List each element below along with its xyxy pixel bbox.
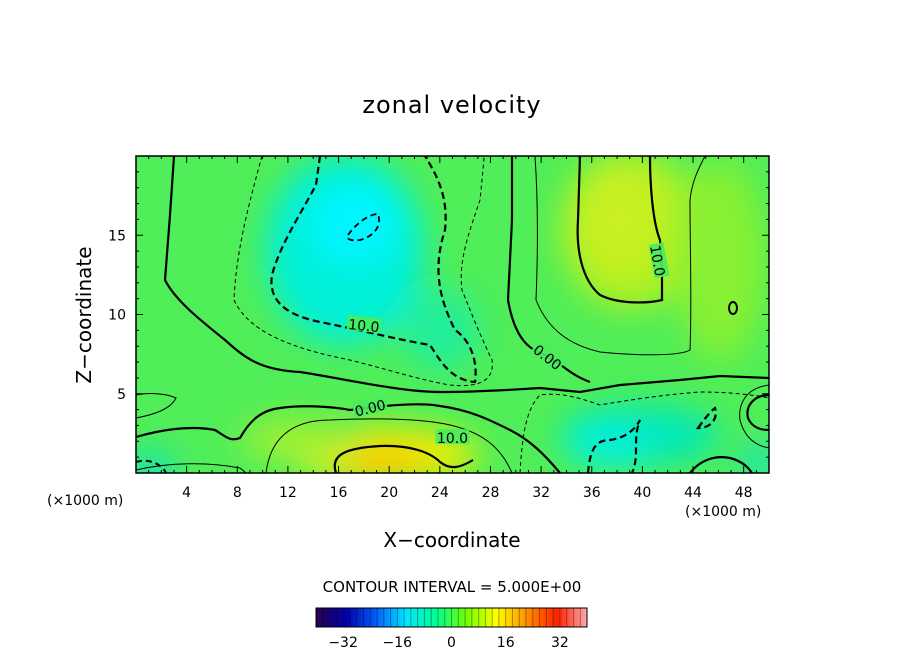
x-unit-label-right: (×1000 m): [685, 504, 761, 520]
contour-neg10-bottom-right: [586, 419, 642, 473]
x-tick-label: 20: [380, 485, 398, 501]
x-tick-label: 4: [182, 485, 191, 501]
y-tick-label: 5: [117, 387, 126, 403]
contour-neg5-upper: [233, 156, 493, 387]
colorbar-tick-label: 32: [551, 635, 569, 651]
contour-label-text: 10.0: [347, 317, 380, 336]
x-tick-label: 32: [532, 485, 550, 501]
colorbar-ticks: −32 −16 0 16 32: [328, 635, 568, 651]
contour-ten-right: [576, 156, 664, 304]
contour-zero-left: [163, 156, 769, 394]
contour-neg10-upper: [270, 156, 477, 384]
contour-label: 0.00: [351, 395, 389, 421]
blob-cyan-bottom-right-core: [565, 423, 655, 467]
x-tick-label: 24: [431, 485, 449, 501]
blob-yellow-core-right: [575, 165, 665, 275]
contour-neg15-small: [346, 213, 380, 242]
y-tick-label: 15: [108, 228, 126, 244]
contour-label-text: 0.00: [353, 397, 387, 420]
contour-label-bg: [435, 429, 470, 445]
x-tick-label: 48: [735, 485, 753, 501]
x-tick-label: 36: [583, 485, 601, 501]
contour-label-text: 10.0: [646, 244, 667, 277]
contour-5-lower-mid: [265, 418, 513, 473]
blob-cyan-core: [310, 185, 400, 265]
field-color-blobs: [136, 156, 769, 473]
blob-cyan-corner-left: [136, 454, 175, 473]
contour-interval-label: CONTOUR INTERVAL = 5.000E+00: [323, 578, 582, 596]
contour-label: 10.0: [346, 314, 382, 336]
x-axis: 4 8 12 16 20 24 28 32 36 40 44 48: [148, 156, 757, 501]
blob-yellowgreen-bottom: [240, 418, 360, 462]
y-axis-label: Z−coordinate: [72, 246, 96, 383]
x-axis-label: X−coordinate: [383, 528, 520, 552]
x-tick-label: 12: [279, 485, 297, 501]
contour-label-text: 10.0: [437, 431, 468, 447]
contour-ten-lower: [333, 444, 474, 473]
contour-label-bg: [530, 339, 567, 373]
contour-label: 10.0: [646, 242, 670, 279]
contour-neg10-bottom-right-2: [695, 406, 717, 430]
x-unit-label-left: (×1000 m): [47, 493, 123, 509]
blob-orange-bottom: [340, 448, 430, 473]
contour-5-right: [534, 156, 706, 356]
contour-neg5-lower-right: [519, 391, 769, 473]
contour-label-bg: [648, 242, 670, 279]
contour-zero-bottom-right: [689, 456, 753, 473]
x-tick-label: 28: [482, 485, 500, 501]
blob-light-green-right: [675, 160, 765, 360]
contour-label-bg: [346, 314, 382, 334]
contour-5-left-edge: [136, 393, 177, 419]
blob-cyan-corner-right: [740, 448, 769, 473]
contour-5-right-edge: [739, 384, 769, 449]
x-tick-label: 40: [633, 485, 651, 501]
y-tick-label: 10: [108, 308, 126, 324]
colorbar-stripes: [322, 608, 581, 627]
colorbar-tick-label: −16: [383, 635, 413, 651]
colorbar-tick-label: 0: [447, 635, 456, 651]
contour-zero-lower: [136, 403, 561, 473]
colorbar: −32 −16 0 16 32: [315, 607, 588, 651]
contour-small-closed: [728, 301, 738, 315]
colorbar-tick-label: 16: [497, 635, 515, 651]
contour-zero-right-edge: [746, 393, 769, 432]
colorbar-tick-label: −32: [328, 635, 358, 651]
contour-neg10-corner-left: [136, 459, 167, 473]
y-axis: 5 10 15: [108, 171, 769, 458]
blob-cyan-mid: [400, 290, 480, 370]
contour-label: 10.0: [435, 429, 470, 447]
x-tick-label: 8: [233, 485, 242, 501]
contour-label-bg: [351, 395, 389, 418]
chart-title: zonal velocity: [362, 91, 541, 119]
x-tick-label: 16: [330, 485, 348, 501]
x-tick-label: 44: [684, 485, 702, 501]
colorbar-gradient: [315, 607, 588, 628]
